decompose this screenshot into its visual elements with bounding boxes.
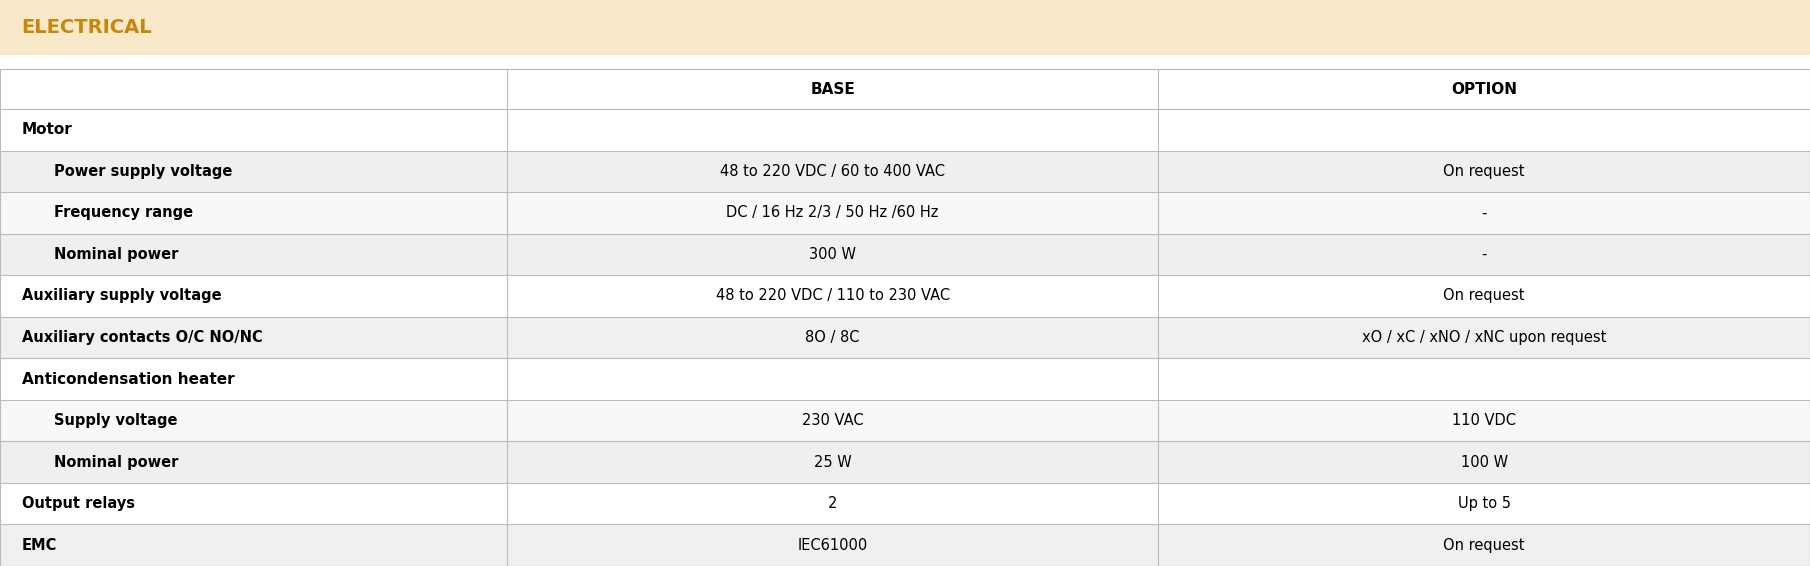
Text: DC / 16 Hz 2/3 / 50 Hz /60 Hz: DC / 16 Hz 2/3 / 50 Hz /60 Hz	[726, 205, 939, 220]
Bar	[0, 0, 1810, 55]
Bar	[0, 400, 1810, 441]
Text: Output relays: Output relays	[22, 496, 134, 511]
Text: 100 W: 100 W	[1461, 454, 1508, 470]
Bar	[0, 358, 1810, 400]
Bar	[0, 317, 1810, 358]
Bar	[0, 192, 1810, 234]
Text: ELECTRICAL: ELECTRICAL	[22, 18, 152, 37]
Text: Nominal power: Nominal power	[54, 454, 179, 470]
Text: Supply voltage: Supply voltage	[54, 413, 177, 428]
Text: -: -	[1482, 247, 1486, 262]
Text: Anticondensation heater: Anticondensation heater	[22, 371, 233, 387]
Text: OPTION: OPTION	[1452, 82, 1517, 96]
Text: 110 VDC: 110 VDC	[1452, 413, 1517, 428]
Bar	[0, 483, 1810, 525]
Text: Auxiliary contacts O/C NO/NC: Auxiliary contacts O/C NO/NC	[22, 330, 262, 345]
Text: IEC61000: IEC61000	[798, 538, 867, 553]
Text: 48 to 220 VDC / 110 to 230 VAC: 48 to 220 VDC / 110 to 230 VAC	[715, 289, 950, 303]
Text: Up to 5: Up to 5	[1457, 496, 1511, 511]
Bar	[0, 525, 1810, 566]
Text: Motor: Motor	[22, 122, 72, 138]
Text: Nominal power: Nominal power	[54, 247, 179, 262]
Bar	[0, 109, 1810, 151]
Text: Power supply voltage: Power supply voltage	[54, 164, 233, 179]
Text: 25 W: 25 W	[814, 454, 851, 470]
Text: -: -	[1482, 205, 1486, 220]
Text: EMC: EMC	[22, 538, 58, 553]
Bar	[0, 151, 1810, 192]
Text: xO / xC / xNO / xNC upon request: xO / xC / xNO / xNC upon request	[1361, 330, 1607, 345]
Text: On request: On request	[1443, 289, 1526, 303]
Text: Auxiliary supply voltage: Auxiliary supply voltage	[22, 289, 221, 303]
Bar	[0, 69, 1810, 109]
Text: BASE: BASE	[811, 82, 854, 96]
Text: On request: On request	[1443, 538, 1526, 553]
Text: 8O / 8C: 8O / 8C	[805, 330, 860, 345]
Bar	[0, 275, 1810, 317]
Text: 2: 2	[827, 496, 838, 511]
Text: 230 VAC: 230 VAC	[802, 413, 863, 428]
Bar	[0, 234, 1810, 275]
Text: 48 to 220 VDC / 60 to 400 VAC: 48 to 220 VDC / 60 to 400 VAC	[720, 164, 945, 179]
Bar	[0, 441, 1810, 483]
Text: On request: On request	[1443, 164, 1526, 179]
Text: 300 W: 300 W	[809, 247, 856, 262]
Text: Frequency range: Frequency range	[54, 205, 194, 220]
